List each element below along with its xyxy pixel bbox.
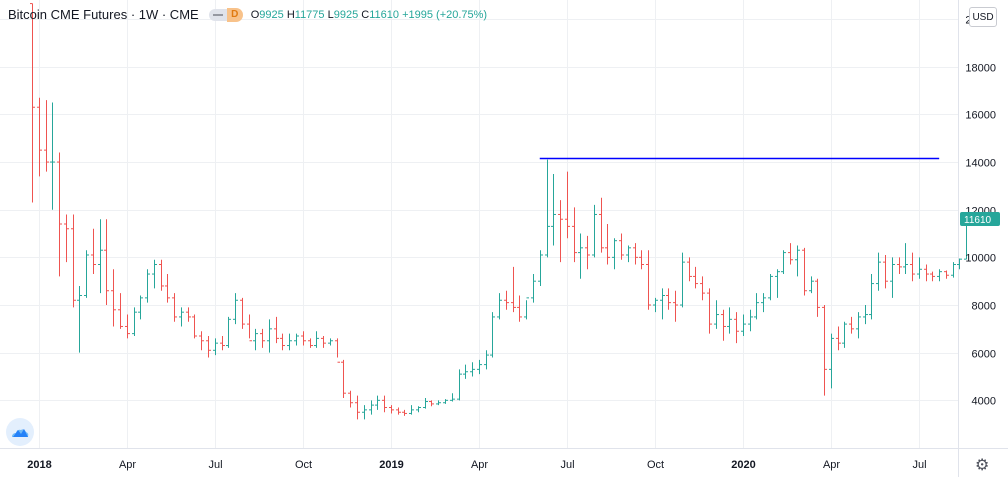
interval-label: D <box>226 7 243 22</box>
time-axis[interactable]: 2018 Apr Jul Oct 2019 Apr Jul Oct 2020 Apr Jul <box>27 459 926 471</box>
last-price-label: 11610 <box>964 215 992 226</box>
open-value: 9925 <box>259 8 284 21</box>
chart-legend: Bitcoin CME Futures · 1W · CME D O9925 H… <box>8 7 487 22</box>
price-tick-label: 10000 <box>965 253 996 265</box>
time-tick-label: Apr <box>823 459 840 471</box>
time-tick-label: Jul <box>208 459 222 471</box>
grid-lines <box>0 0 958 448</box>
time-tick-label: Oct <box>647 459 664 471</box>
symbol-title[interactable]: Bitcoin CME Futures · 1W · CME <box>8 7 199 22</box>
currency-button[interactable]: USD <box>969 7 997 27</box>
time-tick-label: 2020 <box>731 459 755 471</box>
time-tick-label: Oct <box>295 459 312 471</box>
ohlc-values: O9925 H11775 L9925 C11610 +1995 (+20.75%… <box>251 9 487 21</box>
price-bars <box>30 3 969 420</box>
price-axis[interactable]: 4000600080001000012000140001600018000200… <box>965 15 996 408</box>
time-tick-label: Jul <box>912 459 926 471</box>
time-tick-label: Apr <box>471 459 488 471</box>
last-price-tag: 11610 <box>960 211 1000 226</box>
price-tick-label: 14000 <box>965 158 996 170</box>
high-value: 11775 <box>294 8 325 21</box>
low-label: L <box>327 8 334 21</box>
open-label: O <box>250 8 260 21</box>
price-tick-label: 18000 <box>965 63 996 75</box>
close-value: 11610 <box>369 8 400 21</box>
change-value: +1995 (+20.75%) <box>402 8 488 21</box>
price-tick-label: 16000 <box>965 110 996 122</box>
price-tick-label: 4000 <box>972 396 996 408</box>
gear-icon[interactable]: ⚙ <box>975 457 990 474</box>
tradingview-logo[interactable] <box>6 418 34 446</box>
time-tick-label: 2018 <box>27 459 51 471</box>
collapse-icon <box>208 8 227 21</box>
tradingview-cloud-icon <box>12 429 29 437</box>
price-tick-label: 8000 <box>972 301 996 313</box>
price-tick-label: 6000 <box>972 349 996 361</box>
time-tick-label: Jul <box>560 459 574 471</box>
high-label: H <box>286 8 295 21</box>
interval-badge[interactable]: D <box>208 7 243 22</box>
close-label: C <box>361 8 370 21</box>
last-price-tag-background <box>960 211 1000 226</box>
low-value: 9925 <box>333 8 359 21</box>
time-tick-label: 2019 <box>379 459 403 471</box>
time-tick-label: Apr <box>119 459 136 471</box>
